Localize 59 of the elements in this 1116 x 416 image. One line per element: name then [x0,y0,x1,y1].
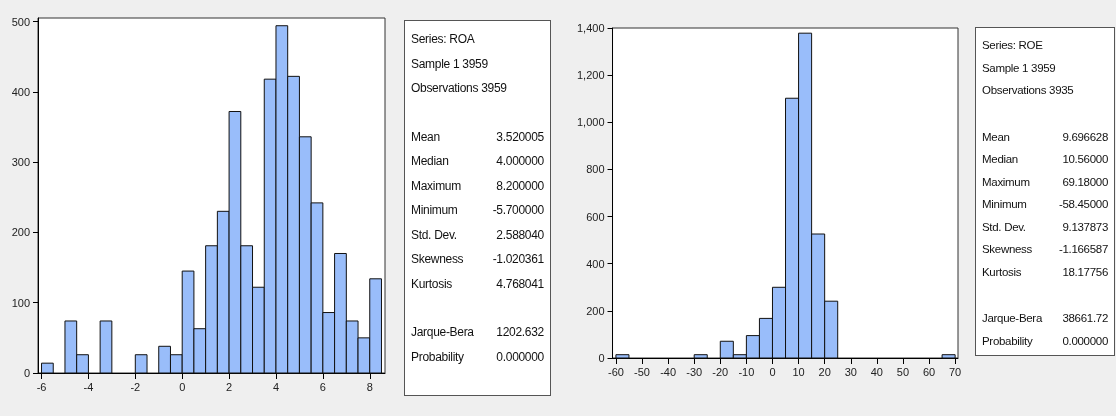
x-tick-label: 2 [226,380,233,393]
text: Minimum -58.45000 [982,198,1108,210]
y-tick-label: 600 [586,210,605,223]
x-tick-label: 20 [818,365,831,378]
y-tick-label: 1,200 [577,69,605,82]
text: Series: ROE [982,38,1043,53]
x-tick-label: -6 [36,380,47,393]
x-tick-label: 70 [949,365,962,378]
text: Skewness -1.166587 [982,243,1108,255]
y-tick-label: 200 [11,226,30,239]
y-tick-label: 200 [586,304,605,317]
y-tick-label: 300 [11,156,30,169]
x-tick-label: -30 [686,365,703,378]
x-tick-label: 0 [769,365,776,378]
text: Median 10.56000 [982,153,1108,165]
text: Minimum -5.700000 [411,203,544,217]
text: Kurtosis 4.768041 [411,276,544,291]
x-tick-label: -60 [607,365,624,378]
text: Series: ROA [411,31,475,48]
y-tick-label: 1,000 [577,116,605,129]
text: Skewness -1.020361 [411,252,544,266]
x-tick-label: -20 [712,365,729,378]
x-tick-label: 40 [870,365,883,378]
y-tick-label: 400 [586,257,605,270]
text: Probability 0.000000 [411,349,544,364]
x-tick-label: 10 [792,365,805,378]
text: Maximum 69.18000 [982,175,1108,188]
x-tick-label: -40 [660,365,677,378]
text: Sample 1 3959 [411,55,488,73]
x-tick-label: 30 [844,365,857,378]
x-tick-label: -2 [130,380,141,393]
text: Observations 3935 [982,83,1074,98]
x-tick-label: 60 [922,365,936,378]
y-tick-label: 400 [11,85,30,98]
text: Probability 0.000000 [982,334,1108,347]
x-tick-label: 8 [366,380,373,393]
y-tick-label: 100 [11,296,30,309]
y-tick-label: 0 [598,352,605,364]
x-tick-label: 50 [896,365,910,378]
y-tick-label: 500 [11,15,30,28]
text: Std. Dev. 9.137873 [982,220,1108,233]
x-tick-label: 6 [319,380,326,393]
text: Median 4.000000 [411,154,544,168]
text: Std. Dev. 2.588040 [411,227,544,242]
y-tick-label: 1,400 [577,22,605,34]
text: Mean 3.520005 [411,129,544,144]
x-tick-label: -4 [83,380,94,393]
x-tick-label: -50 [634,365,650,378]
x-tick-label: -10 [738,365,755,378]
text: Mean 9.696628 [982,130,1108,143]
text: Jarque-Bera 38661.72 [982,312,1108,324]
y-tick-label: 800 [586,163,605,176]
text: Observations 3959 [411,80,507,97]
text: Jarque-Bera 1202.632 [411,325,544,339]
x-tick-label: 0 [179,380,186,393]
x-tick-label: 4 [272,380,280,393]
text: Kurtosis 18.17756 [982,265,1108,278]
text: Sample 1 3959 [982,60,1056,76]
text: Maximum 8.200000 [411,178,544,193]
